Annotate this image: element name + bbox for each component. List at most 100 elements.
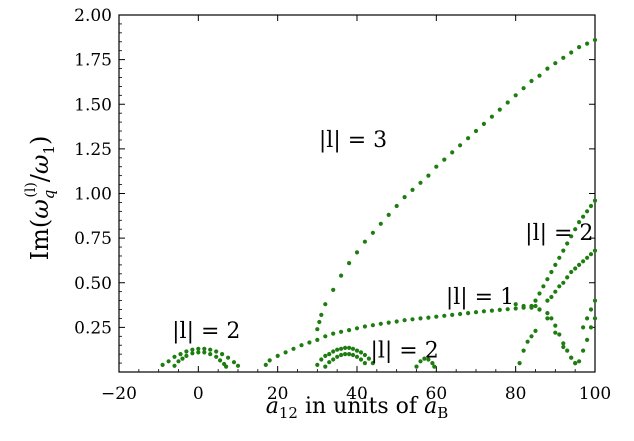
series-2	[263, 303, 538, 367]
data-point	[218, 358, 223, 363]
data-point	[220, 352, 225, 357]
data-point	[190, 351, 195, 356]
annotation-label: |l| = 1	[446, 285, 514, 310]
series-1	[172, 350, 229, 369]
data-point	[214, 349, 219, 354]
data-point	[577, 262, 582, 267]
data-point	[577, 45, 582, 50]
data-point	[573, 361, 578, 366]
data-point	[553, 330, 558, 335]
data-point	[569, 355, 574, 360]
data-point	[339, 273, 344, 278]
data-point	[577, 220, 582, 225]
data-point	[354, 250, 360, 255]
data-point	[529, 78, 534, 84]
data-point	[354, 354, 360, 359]
data-point	[561, 55, 566, 60]
y-tick-label: 1.75	[74, 51, 112, 71]
data-point	[394, 319, 399, 324]
data-point	[317, 319, 322, 325]
data-point	[275, 353, 280, 358]
data-point	[178, 352, 183, 357]
x-tick-label: 40	[346, 384, 368, 404]
data-point	[350, 352, 356, 358]
y-axis-label: Im(ωq(l)/ω1)	[23, 136, 58, 261]
data-point	[585, 41, 590, 46]
annotation-label: |l| = 3	[319, 128, 387, 153]
data-point	[569, 50, 574, 55]
data-point	[343, 352, 348, 357]
data-point	[410, 187, 415, 192]
data-point	[347, 261, 352, 266]
data-point	[466, 311, 471, 316]
data-point	[533, 303, 538, 309]
x-tick-label: 80	[505, 384, 527, 404]
data-point	[553, 262, 558, 267]
data-point	[362, 324, 367, 329]
data-point	[545, 277, 550, 282]
data-point	[569, 234, 574, 239]
data-point	[450, 312, 455, 317]
data-point	[505, 307, 510, 312]
series-7	[513, 302, 578, 366]
data-point	[561, 280, 566, 285]
data-point	[557, 255, 562, 260]
data-point	[481, 121, 486, 126]
data-point	[553, 289, 558, 294]
data-point	[231, 360, 237, 365]
data-point	[331, 357, 336, 362]
x-axis-label: a12 in units of aB	[266, 394, 448, 422]
data-point	[557, 284, 562, 289]
data-point	[315, 362, 320, 367]
data-point	[339, 329, 344, 334]
data-point	[172, 354, 177, 359]
data-point	[323, 302, 328, 307]
data-point	[202, 350, 207, 355]
data-point	[561, 344, 566, 350]
y-tick-label: 1.50	[74, 95, 112, 115]
data-point	[166, 359, 171, 364]
series-5	[323, 352, 367, 369]
data-point	[432, 364, 437, 369]
data-point	[434, 164, 439, 169]
annotations: |l| = 3 |l| = 2 |l| = 1 |l| = 2 |l| = 2	[172, 128, 593, 364]
data-point	[588, 252, 594, 257]
data-point	[565, 275, 570, 280]
data-point	[581, 348, 586, 353]
data-point	[315, 337, 320, 342]
data-point	[588, 325, 594, 330]
data-point	[592, 298, 598, 303]
series-9	[517, 328, 538, 366]
data-point	[481, 309, 486, 314]
data-point	[370, 323, 375, 328]
data-point	[339, 352, 344, 358]
data-point	[442, 157, 447, 162]
data-point	[426, 315, 431, 320]
annotation-label: |l| = 2	[172, 319, 240, 344]
data-point	[347, 352, 352, 357]
series-10	[533, 198, 598, 303]
data-point	[291, 346, 296, 351]
data-point	[497, 307, 502, 312]
series-13	[581, 298, 598, 330]
data-point	[323, 364, 328, 369]
data-point	[418, 180, 423, 185]
data-point	[537, 307, 542, 312]
data-point	[184, 353, 189, 358]
data-point	[592, 198, 598, 203]
data-point	[537, 291, 542, 296]
data-point	[573, 227, 578, 232]
data-point	[557, 332, 562, 337]
data-point	[319, 312, 324, 317]
data-point	[561, 248, 566, 253]
data-point	[343, 345, 348, 350]
data-point	[588, 203, 594, 209]
y-tick-label: 0.75	[74, 229, 112, 249]
data-point	[529, 334, 534, 339]
data-point	[283, 350, 288, 355]
data-point	[402, 318, 407, 323]
annotation-label: |l| = 2	[370, 339, 438, 364]
data-point	[307, 340, 312, 345]
data-point	[422, 356, 427, 361]
data-point	[513, 93, 518, 98]
